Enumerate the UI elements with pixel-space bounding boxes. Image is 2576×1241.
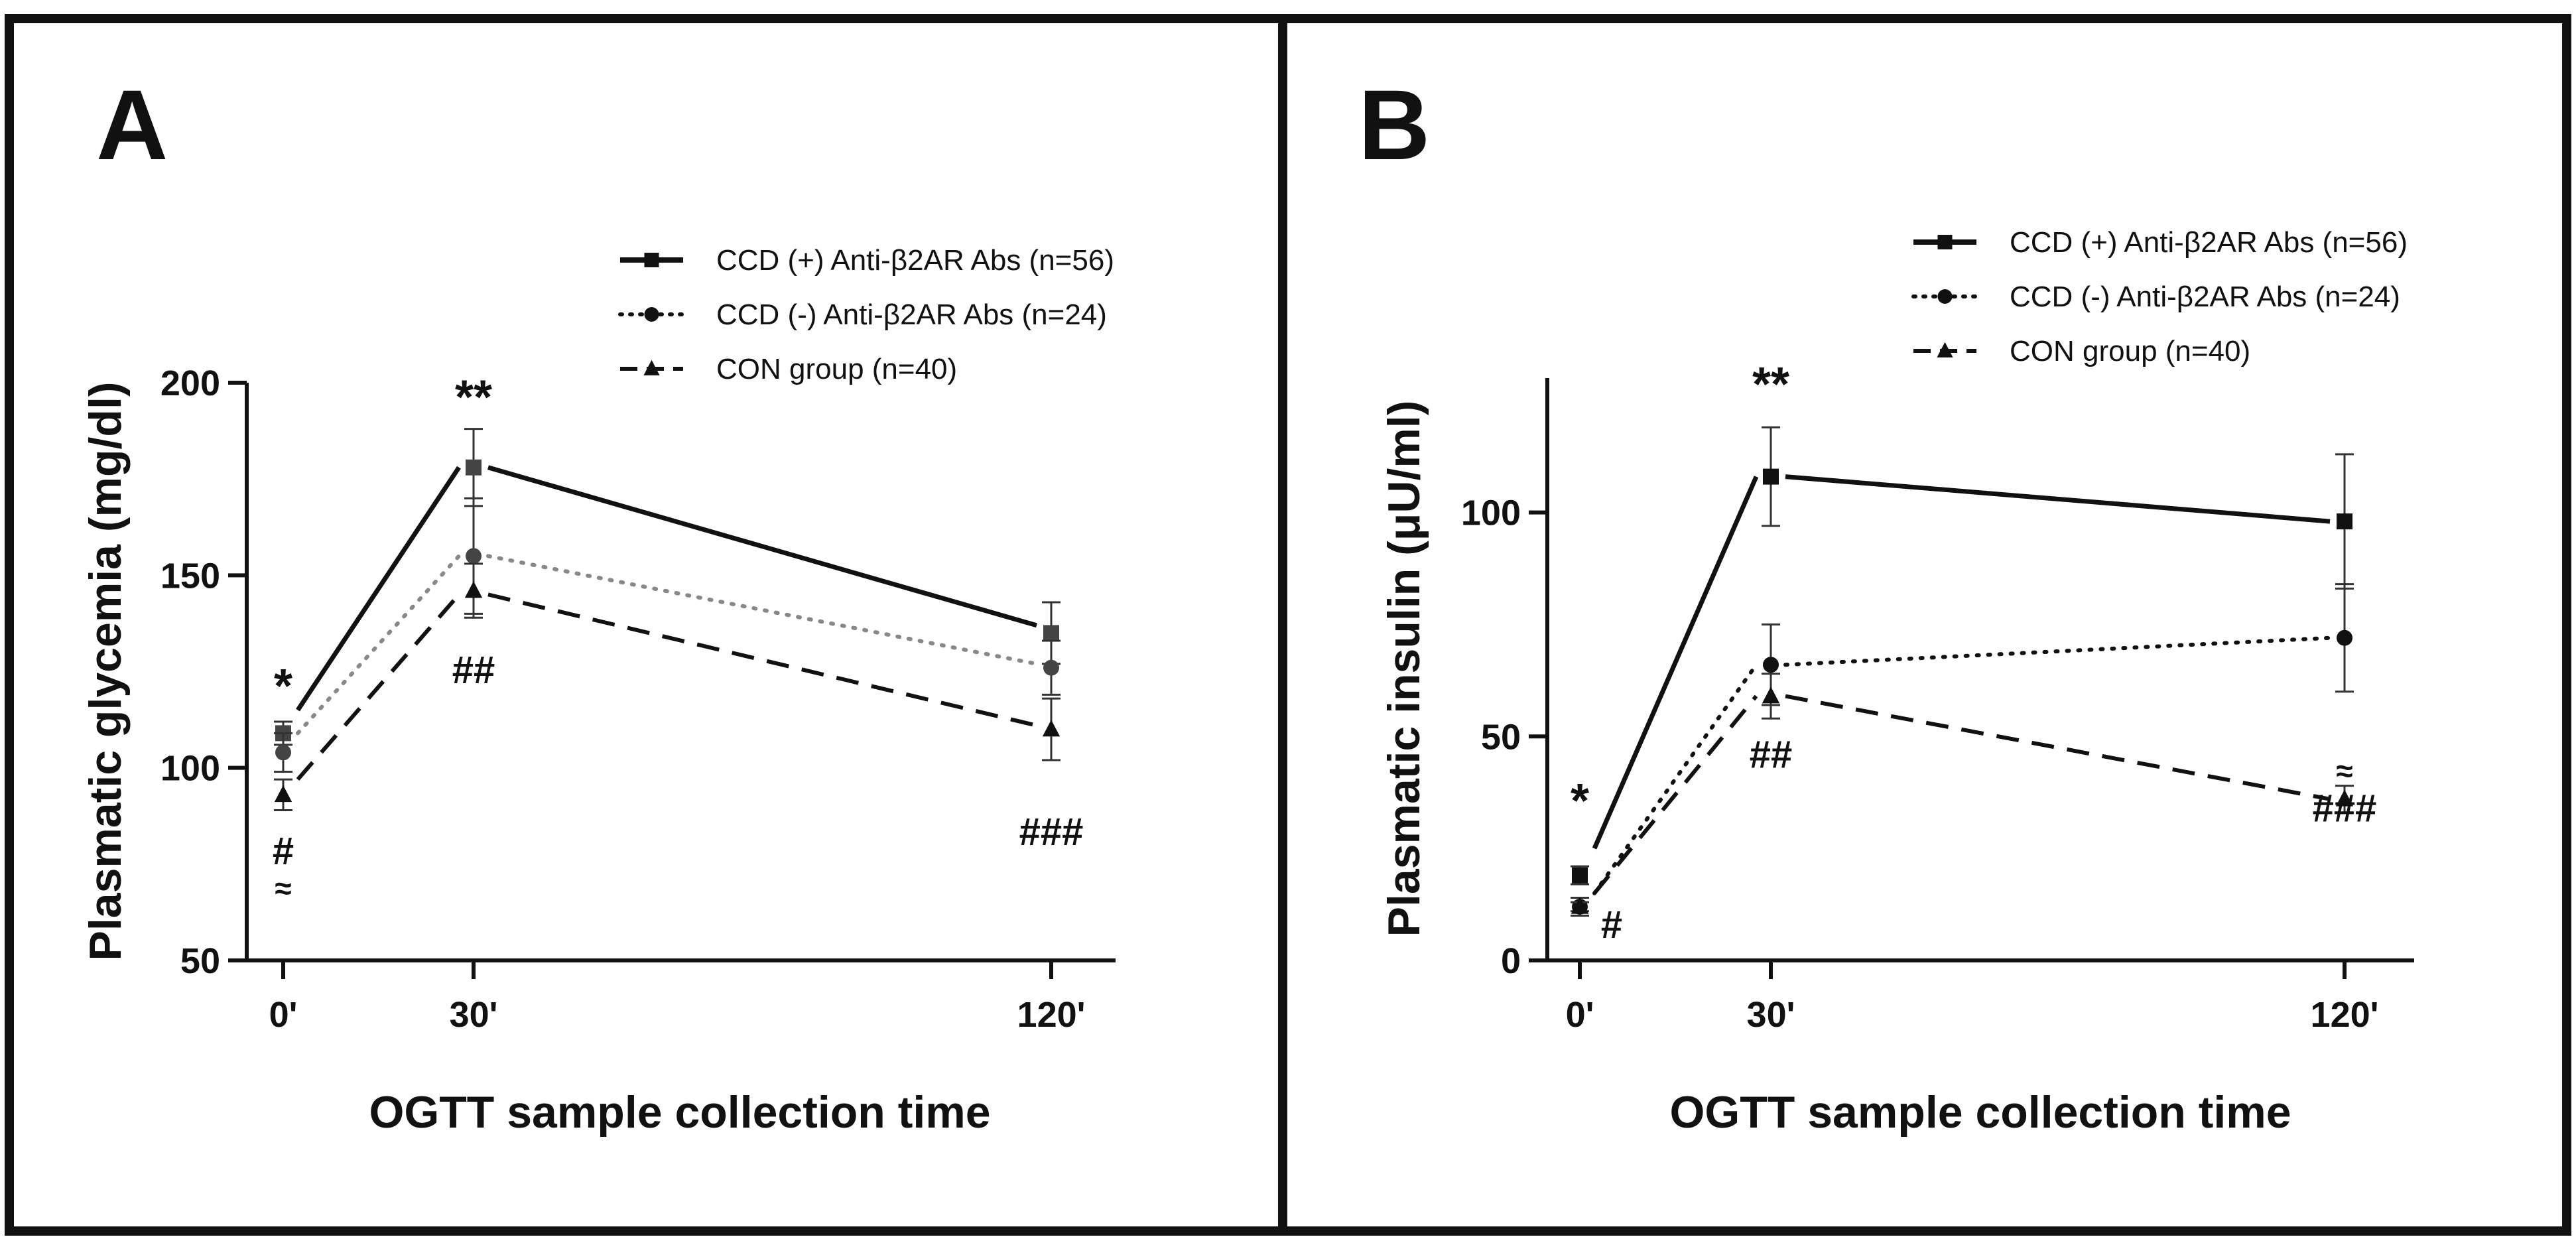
panel-a-xtick-label-0: 0' — [269, 995, 298, 1035]
panel-a-legend-marker-2 — [643, 359, 660, 375]
panel-b-x-label: OGTT sample collection time — [1669, 1087, 2291, 1138]
panel-a-ytick-label-2: 150 — [161, 556, 220, 596]
panel-a-legend-label-0: CCD (+) Anti-β2AR Abs (n=56) — [716, 244, 1114, 277]
panel-b-legend: CCD (+) Anti-β2AR Abs (n=56) CCD (-) Anti… — [1911, 226, 2408, 367]
panel-a-annotation-1: ** — [455, 371, 492, 424]
panel-a-ytick-label-3: 200 — [161, 363, 220, 403]
panel-a-ytick-label-1: 100 — [161, 749, 220, 789]
panel-b-y-label: Plasmatic insulin (μU/ml) — [1379, 401, 1429, 937]
panel-a-legend-label-2: CON group (n=40) — [716, 353, 957, 385]
panel-b-legend-marker-2 — [1937, 342, 1953, 358]
panel-a-y-ticks: 50 100 150 200 — [161, 363, 247, 981]
panel-a-legend-marker-1 — [644, 307, 659, 322]
panel-b-ytick-label-2: 100 — [1461, 493, 1521, 533]
panel-a-annotation-2: ## — [452, 649, 495, 692]
panel-a-series — [274, 428, 1061, 812]
panel-b-legend-label-0: CCD (+) Anti-β2AR Abs (n=56) — [2010, 226, 2408, 259]
panel-b-annotation-2: ## — [1750, 734, 1793, 777]
panel-b-series-2-point-2 — [2335, 789, 2354, 807]
panel-b-letter: B — [1358, 69, 1430, 180]
panel-a-series-1-point-0 — [275, 744, 291, 761]
panel-b-legend-marker-1 — [1937, 289, 1953, 304]
panel-b-series-0-point-0 — [1572, 867, 1588, 883]
panel-a-legend: CCD (+) Anti-β2AR Abs (n=56) CCD (-) Anti… — [618, 244, 1114, 385]
panel-a-series-0-point-1 — [466, 459, 482, 476]
panel-b-annotation-3: # — [1601, 903, 1622, 947]
panel-a-ytick-label-0: 50 — [180, 941, 220, 981]
panel-b-series-0-segment-1 — [1785, 474, 2331, 524]
panel-b-series-0-point-1 — [1763, 468, 1779, 485]
panel-a-series-1-segment-1 — [486, 554, 1039, 666]
panel-b-series-2-point-0 — [1571, 897, 1589, 914]
panel-a-annotation-5: ### — [1019, 811, 1084, 854]
panel-b-series-1-segment-0 — [1592, 663, 1758, 895]
panel-b-series-1-point-1 — [1763, 657, 1779, 673]
panel-b-annotations: ***###≈### — [1571, 358, 2376, 947]
panel-b-annotation-0: * — [1571, 775, 1589, 828]
panel-a-series-0-segment-0 — [296, 466, 461, 712]
panel-a-series-2-segment-1 — [487, 592, 1037, 728]
panel-a-series-2-point-2 — [1042, 720, 1061, 737]
panel-b-legend-label-2: CON group (n=40) — [2010, 335, 2250, 367]
panel-b-series — [1571, 426, 2354, 917]
panel-b-series-0-segment-0 — [1592, 476, 1759, 850]
panel-a-annotation-4: ≈ — [275, 871, 291, 905]
panel-b-series-0-point-2 — [2337, 513, 2352, 530]
panel-a-x-label: OGTT sample collection time — [369, 1087, 990, 1138]
panel-a-annotation-0: * — [274, 660, 292, 713]
panel-b-annotation-1: ** — [1752, 358, 1789, 411]
panel-b-frame — [1278, 14, 2571, 1236]
panel-b-series-1-point-2 — [2337, 629, 2352, 646]
panel-b-series-2-segment-1 — [1785, 694, 2331, 801]
panel-b-series-2-segment-0 — [1592, 694, 1758, 895]
panel-a-legend-label-1: CCD (-) Anti-β2AR Abs (n=24) — [716, 298, 1107, 331]
panel-a-series-0-point-2 — [1043, 625, 1059, 641]
panel-b-y-ticks: 0 50 100 — [1461, 493, 1547, 981]
panel-a-y-label: Plasmatic glycemia (mg/dl) — [80, 382, 131, 961]
panel-a-series-2-point-0 — [274, 785, 292, 803]
panel-b-ytick-label-1: 50 — [1481, 717, 1521, 757]
panel-a-x-ticks: 0' 30' 120' — [269, 960, 1086, 1035]
panel-b-annotation-4: ≈ — [2336, 753, 2352, 788]
panel-a-xtick-label-1: 30' — [450, 995, 498, 1035]
panel-a-annotations: ***###≈### — [273, 371, 1084, 905]
panel-a-annotation-3: # — [273, 830, 294, 873]
panel-b-series-1-segment-1 — [1783, 635, 2332, 667]
panel-b-ytick-label-0: 0 — [1501, 941, 1521, 981]
panel-a-letter: A — [96, 69, 168, 180]
panel-b-x-ticks: 0' 30' 120' — [1566, 960, 2379, 1035]
panel-a-series-0-segment-1 — [487, 465, 1037, 628]
panel-b-xtick-label-1: 30' — [1747, 995, 1795, 1035]
panel-b-xtick-label-0: 0' — [1566, 995, 1594, 1035]
panel-a-series-2-point-1 — [464, 581, 483, 598]
panel-b-xtick-label-2: 120' — [2311, 995, 2379, 1035]
panel-b-annotation-5: ### — [2313, 787, 2377, 830]
panel-a-legend-marker-0 — [644, 253, 659, 267]
panel-a-series-2-segment-0 — [296, 593, 461, 781]
panel-b-series-2-point-1 — [1762, 686, 1780, 704]
panel-a-series-1-point-2 — [1043, 659, 1059, 676]
panel-b-legend-marker-0 — [1937, 235, 1953, 249]
panel-a-xtick-label-2: 120' — [1017, 995, 1086, 1035]
panel-a-series-1-point-1 — [466, 548, 482, 564]
panel-b-legend-label-1: CCD (-) Anti-β2AR Abs (n=24) — [2010, 281, 2400, 313]
